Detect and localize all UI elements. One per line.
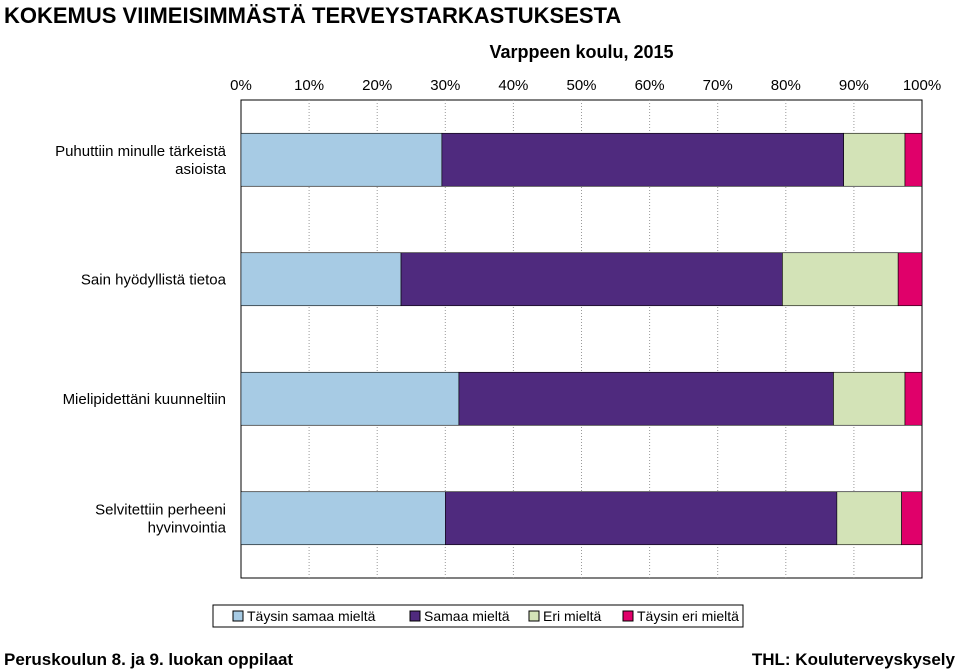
bar-segment xyxy=(240,252,402,307)
bar-segment xyxy=(833,371,906,426)
x-tick-label: 40% xyxy=(498,77,528,94)
bar-segment xyxy=(897,252,923,307)
bar-segment xyxy=(904,132,923,187)
x-tick-label: 0% xyxy=(230,77,252,94)
legend-swatch xyxy=(409,610,421,622)
x-tick-label: 70% xyxy=(703,77,733,94)
bar-segment xyxy=(240,132,443,187)
bar-segment xyxy=(836,491,902,546)
legend-label: Täysin eri mieltä xyxy=(637,608,739,624)
bar-segment xyxy=(782,252,899,307)
bar-segment xyxy=(901,491,923,546)
bar-segment xyxy=(240,371,460,426)
x-tick-label: 50% xyxy=(566,77,596,94)
legend-box xyxy=(212,604,744,628)
chart-title: KOKEMUS VIIMEISIMMÄSTÄ TERVEYSTARKASTUKS… xyxy=(4,3,622,28)
category-label: hyvinvointia xyxy=(148,519,227,536)
category-label: Sain hyödyllistä tietoa xyxy=(81,271,227,288)
bar-segment xyxy=(444,491,838,546)
legend-label: Samaa mieltä xyxy=(424,608,510,624)
footer-source: THL: Kouluterveyskysely xyxy=(751,650,955,669)
bar-segment xyxy=(400,252,783,307)
legend-label: Täysin samaa mieltä xyxy=(247,608,376,624)
legend-label: Eri mieltä xyxy=(543,608,602,624)
category-label: Puhuttiin minulle tärkeistä xyxy=(55,143,227,160)
x-tick-label: 90% xyxy=(839,77,869,94)
legend-swatch xyxy=(622,610,634,622)
category-label: Selvitettiin perheeni xyxy=(95,501,226,518)
x-tick-label: 100% xyxy=(903,77,941,94)
category-label: Mielipidettäni kuunneltiin xyxy=(63,391,226,408)
bar-segment xyxy=(904,371,923,426)
x-tick-label: 80% xyxy=(771,77,801,94)
bar-segment xyxy=(240,491,446,546)
bar-segment xyxy=(458,371,834,426)
x-tick-label: 60% xyxy=(635,77,665,94)
footer-population: Peruskoulun 8. ja 9. luokan oppilaat xyxy=(4,650,294,669)
legend-swatch xyxy=(232,610,244,622)
x-tick-label: 20% xyxy=(362,77,392,94)
bar-segment xyxy=(441,132,844,187)
category-label: asioista xyxy=(175,161,227,178)
legend-swatch xyxy=(528,610,540,622)
bar-segment xyxy=(843,132,906,187)
x-tick-label: 30% xyxy=(430,77,460,94)
x-tick-label: 10% xyxy=(294,77,324,94)
chart-subtitle: Varppeen koulu, 2015 xyxy=(489,42,674,62)
